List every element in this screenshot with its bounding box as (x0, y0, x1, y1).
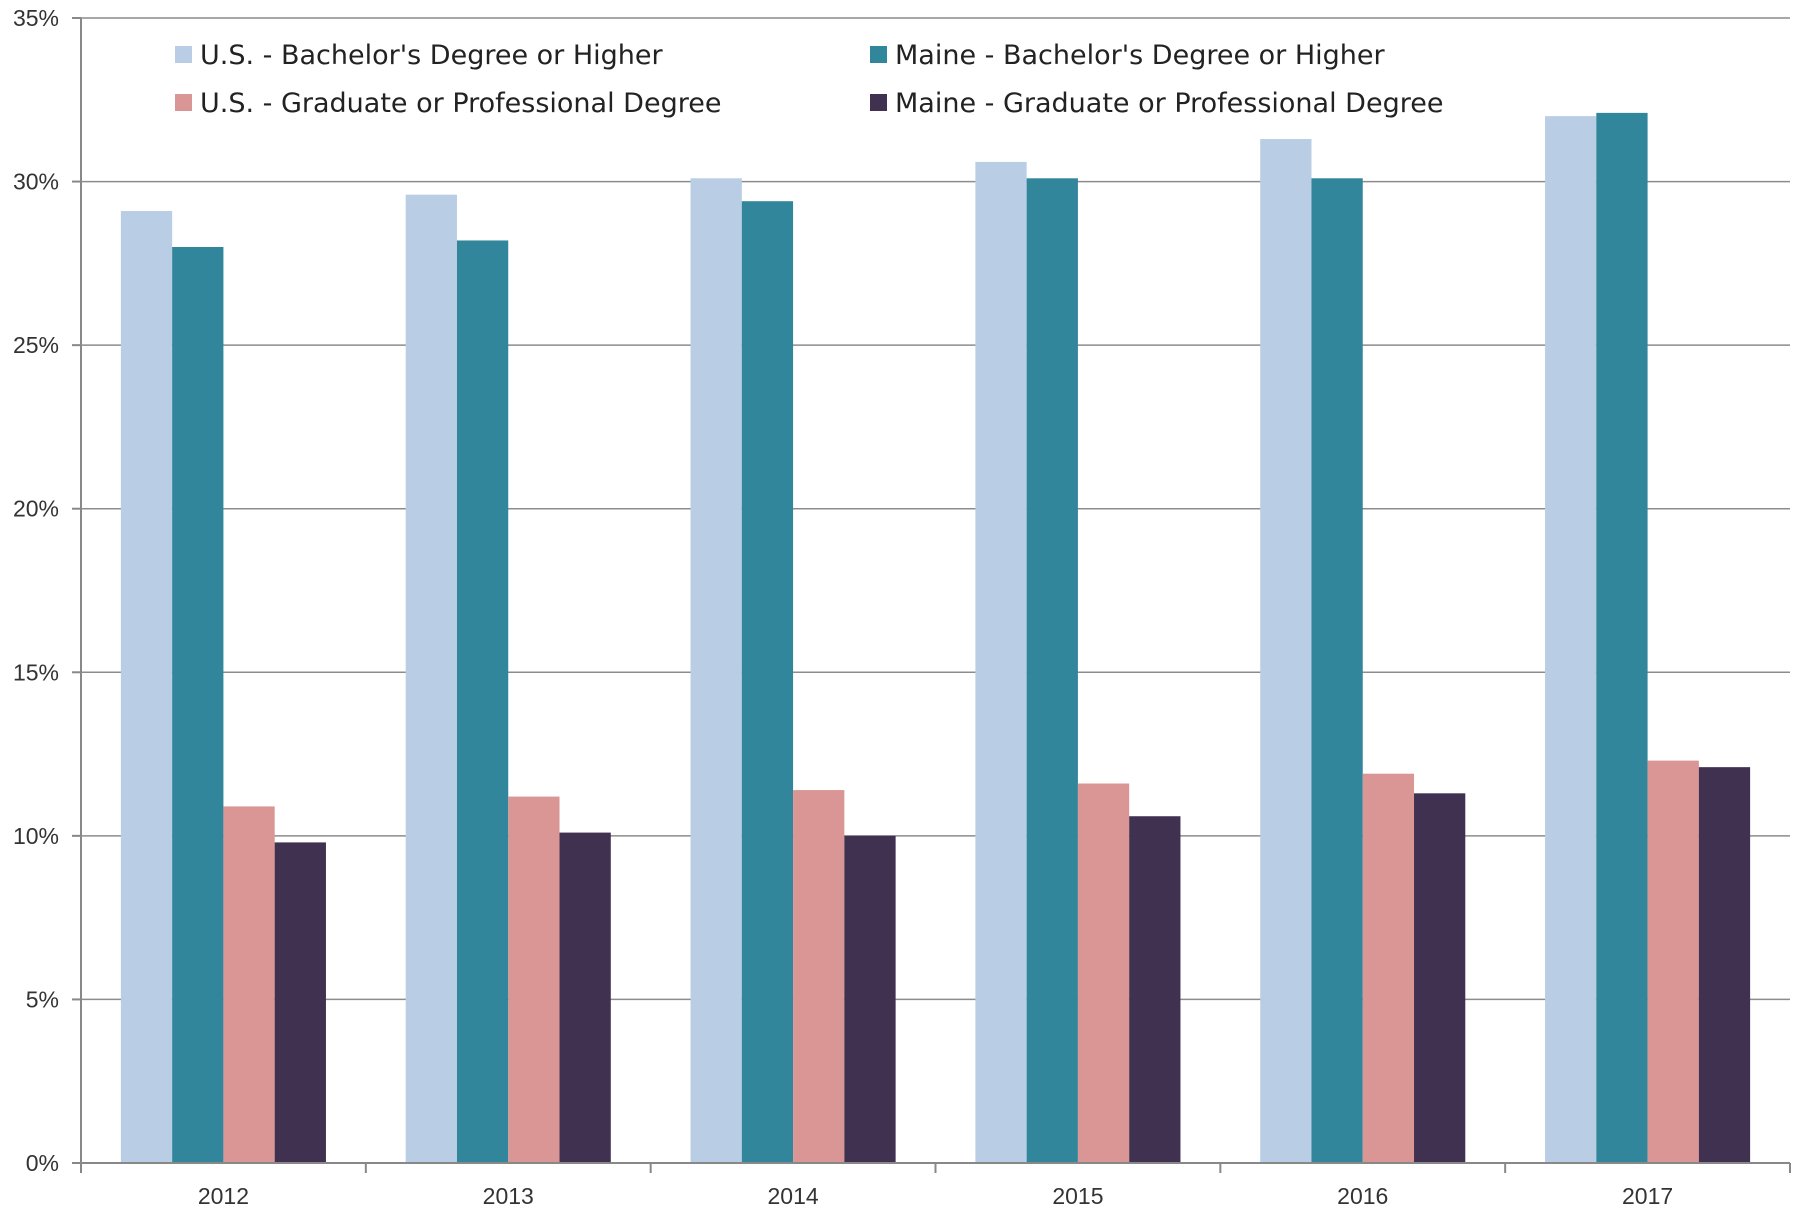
bar (172, 247, 224, 1163)
legend-label: U.S. - Graduate or Professional Degree (200, 88, 721, 119)
y-tick-label: 5% (26, 986, 59, 1012)
y-tick-labels: 0% 5% 10% 15% 20% 25% 30% 35% (13, 5, 59, 1176)
bar (559, 832, 611, 1163)
x-tick-label: 2014 (767, 1183, 818, 1208)
legend: U.S. - Bachelor's Degree or Higher Maine … (175, 40, 1443, 119)
legend-label: U.S. - Bachelor's Degree or Higher (200, 40, 664, 71)
bar (793, 790, 845, 1163)
bar (741, 201, 794, 1163)
bar (223, 806, 275, 1163)
x-tick-label: 2013 (483, 1183, 534, 1208)
legend-label: Maine - Bachelor's Degree or Higher (895, 40, 1386, 71)
bar (1260, 139, 1312, 1164)
bar (1311, 178, 1363, 1164)
legend-swatch (175, 46, 192, 63)
axes (80, 18, 1790, 1164)
x-tick-label: 2016 (1337, 1183, 1388, 1208)
legend-swatch (870, 94, 887, 111)
bar (844, 835, 896, 1163)
x-tick-label: 2017 (1622, 1183, 1673, 1208)
y-tick-label: 0% (26, 1150, 59, 1176)
bar (508, 796, 560, 1163)
x-tick-labels: 2012 2013 2014 2015 2016 2017 (80, 1163, 1791, 1208)
bar (120, 211, 173, 1163)
bar (1077, 783, 1130, 1163)
y-tick-label: 35% (13, 5, 59, 31)
bar (975, 161, 1027, 1163)
y-tick-label: 30% (13, 169, 59, 195)
legend-swatch (175, 94, 192, 111)
bar (1698, 767, 1751, 1163)
bar (1362, 773, 1415, 1163)
bar (690, 178, 742, 1164)
y-tick-label: 25% (13, 332, 59, 358)
y-tick-label: 15% (13, 659, 59, 685)
bar (1414, 793, 1466, 1163)
legend-swatch (870, 46, 887, 63)
bar (1545, 116, 1597, 1164)
bar (1596, 112, 1648, 1163)
x-tick-label: 2012 (198, 1183, 249, 1208)
bar (1647, 760, 1699, 1163)
bar (456, 240, 509, 1163)
legend-label: Maine - Graduate or Professional Degree (895, 88, 1443, 119)
y-tick-label: 20% (13, 496, 59, 522)
gridlines (72, 17, 1790, 1164)
bar (1026, 178, 1078, 1164)
bar (405, 194, 457, 1163)
bar (274, 842, 326, 1163)
x-tick-label: 2015 (1052, 1183, 1103, 1208)
bar (1129, 816, 1181, 1163)
bars (120, 112, 1751, 1164)
y-tick-label: 10% (13, 823, 59, 849)
